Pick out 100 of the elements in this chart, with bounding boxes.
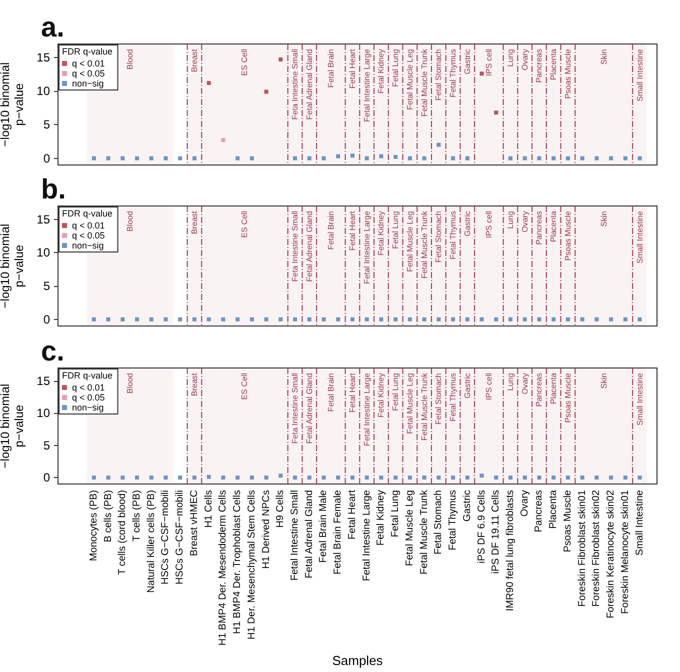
band-label: Fetal Thymus <box>448 373 458 422</box>
band-label: Fetal Intestine Large <box>362 210 372 284</box>
point <box>580 156 584 160</box>
x-tick-label: Monocytes (PB) <box>88 490 100 562</box>
legend-label: q < 0.05 <box>72 392 105 402</box>
x-tick-label: Placenta <box>548 490 560 529</box>
band-label: Small Intestine <box>635 372 644 426</box>
point <box>522 156 527 160</box>
band-label: Fetal Stomach <box>434 211 444 263</box>
y-tick-label: 0 <box>43 312 50 326</box>
band-label: Fetal Kidney <box>376 373 386 418</box>
legend-label: non−sig <box>72 240 104 250</box>
x-tick-label: iPS DF 19.11 Cells <box>490 490 502 574</box>
band-label: Pancreas <box>534 373 544 407</box>
y-tick-label: 0 <box>43 151 50 166</box>
point <box>236 156 240 160</box>
y-tick-label: 0 <box>43 470 50 485</box>
y-tick-label: 15 <box>36 50 50 64</box>
x-tick-label: iPS DF 6.9 Cells <box>476 490 488 564</box>
band-label: Pancreas <box>534 49 544 83</box>
legend-label: q < 0.05 <box>72 68 105 78</box>
point <box>566 156 570 160</box>
band-label: Breast <box>190 372 199 396</box>
point <box>164 156 168 160</box>
x-tick-label: H1 Cells <box>203 490 214 528</box>
x-tick-label: H9 Cells <box>275 490 286 528</box>
band-label: Fetal Adrenal Gland <box>304 373 314 444</box>
y-tick-label: 10 <box>36 246 50 260</box>
y-tick-label: 15 <box>36 212 50 226</box>
x-tick-label: Natural Killer cells (PB) <box>146 490 157 593</box>
point <box>436 142 441 147</box>
x-tick-label: H1 Der. Mesenchymal Stem Cells <box>246 490 258 640</box>
band-label: ES Cell <box>240 210 250 238</box>
point <box>609 156 614 160</box>
band-label: Fetal Thymus <box>448 49 458 98</box>
band-label: Psoas Muscle <box>563 372 572 423</box>
band-label: ES Cell <box>240 372 250 400</box>
x-tick-label: Fetal Heart <box>346 490 358 540</box>
legend-label: non−sig <box>72 402 104 412</box>
point <box>192 156 196 160</box>
band-label: Placenta <box>549 372 558 404</box>
band-label: Placenta <box>549 48 558 80</box>
point <box>537 156 542 160</box>
x-tick-label: Ovary <box>519 490 530 517</box>
band-label: Gastric <box>462 373 472 398</box>
point <box>120 156 125 160</box>
x-tick-label: Fetal Muscle Leg <box>404 490 416 566</box>
point <box>364 156 369 160</box>
x-tick-label: B cells (PB) <box>102 490 114 542</box>
point <box>135 156 140 160</box>
x-tick-label: Psoas Muscle <box>562 490 574 552</box>
band-label: Gastric <box>462 49 472 74</box>
band-label: Skin <box>599 373 608 389</box>
band-label: Psoas Muscle <box>563 210 572 261</box>
point <box>264 90 268 94</box>
band-label: Skin <box>599 211 608 227</box>
band-label: Blood <box>125 211 134 232</box>
point <box>336 154 340 158</box>
point <box>394 154 398 159</box>
legend-title: FDR q-value <box>62 370 113 380</box>
band-label: Fetal Thymus <box>448 211 458 260</box>
point <box>508 156 512 160</box>
x-tick-label: T cells (PB) <box>132 490 143 542</box>
x-tick-label: H1 BMP4 Der. Trophoblast Cells <box>232 490 244 634</box>
band-label: Fetal Lung <box>391 49 400 87</box>
point <box>422 156 426 160</box>
band-label: Lung <box>506 373 515 391</box>
point <box>307 156 312 160</box>
band-label: Feta Intestine Small <box>290 210 300 282</box>
point <box>278 57 283 62</box>
x-tick-label: Fetal Intestine Large <box>361 490 372 582</box>
band-label: Fetal Intestine Large <box>362 48 372 122</box>
band-label: Feta Intestine Small <box>290 372 300 444</box>
point <box>106 156 110 160</box>
band-label: Fetal Brain <box>326 49 336 88</box>
band-label: Fetal Kidney <box>376 49 386 94</box>
band-label: Fetal Stomach <box>434 49 444 101</box>
point <box>465 156 470 160</box>
band-label: Fetal Brain <box>326 211 336 250</box>
legend-label: q < 0.05 <box>72 230 105 240</box>
band-label: IPS cell <box>484 372 494 400</box>
band-label: Pancreas <box>534 211 544 245</box>
band-label: Psoas Muscle <box>563 48 572 99</box>
y-tick-label: 10 <box>36 406 50 420</box>
point <box>451 156 456 160</box>
legend-label: q < 0.01 <box>72 58 105 68</box>
band-label: IPS cell <box>484 48 494 76</box>
band-label: Fetal Stomach <box>434 373 444 425</box>
band-label: Fetal Muscle Leg <box>405 49 414 110</box>
band-label: Fetal Heart <box>348 210 357 251</box>
point <box>350 154 354 158</box>
y-tick-label: 5 <box>43 118 50 132</box>
legend-label: q < 0.01 <box>72 220 105 230</box>
band-label: Fetal Muscle Leg <box>405 373 414 434</box>
y-tick-label: 15 <box>36 374 50 388</box>
x-tick-label: H1 BMP4 Der. Mesendoderm Cells <box>218 490 229 646</box>
point <box>408 156 412 160</box>
point <box>623 156 628 160</box>
band-label: Placenta <box>549 210 558 242</box>
x-tick-label: HSCs G−CSF−mobili <box>160 490 172 584</box>
